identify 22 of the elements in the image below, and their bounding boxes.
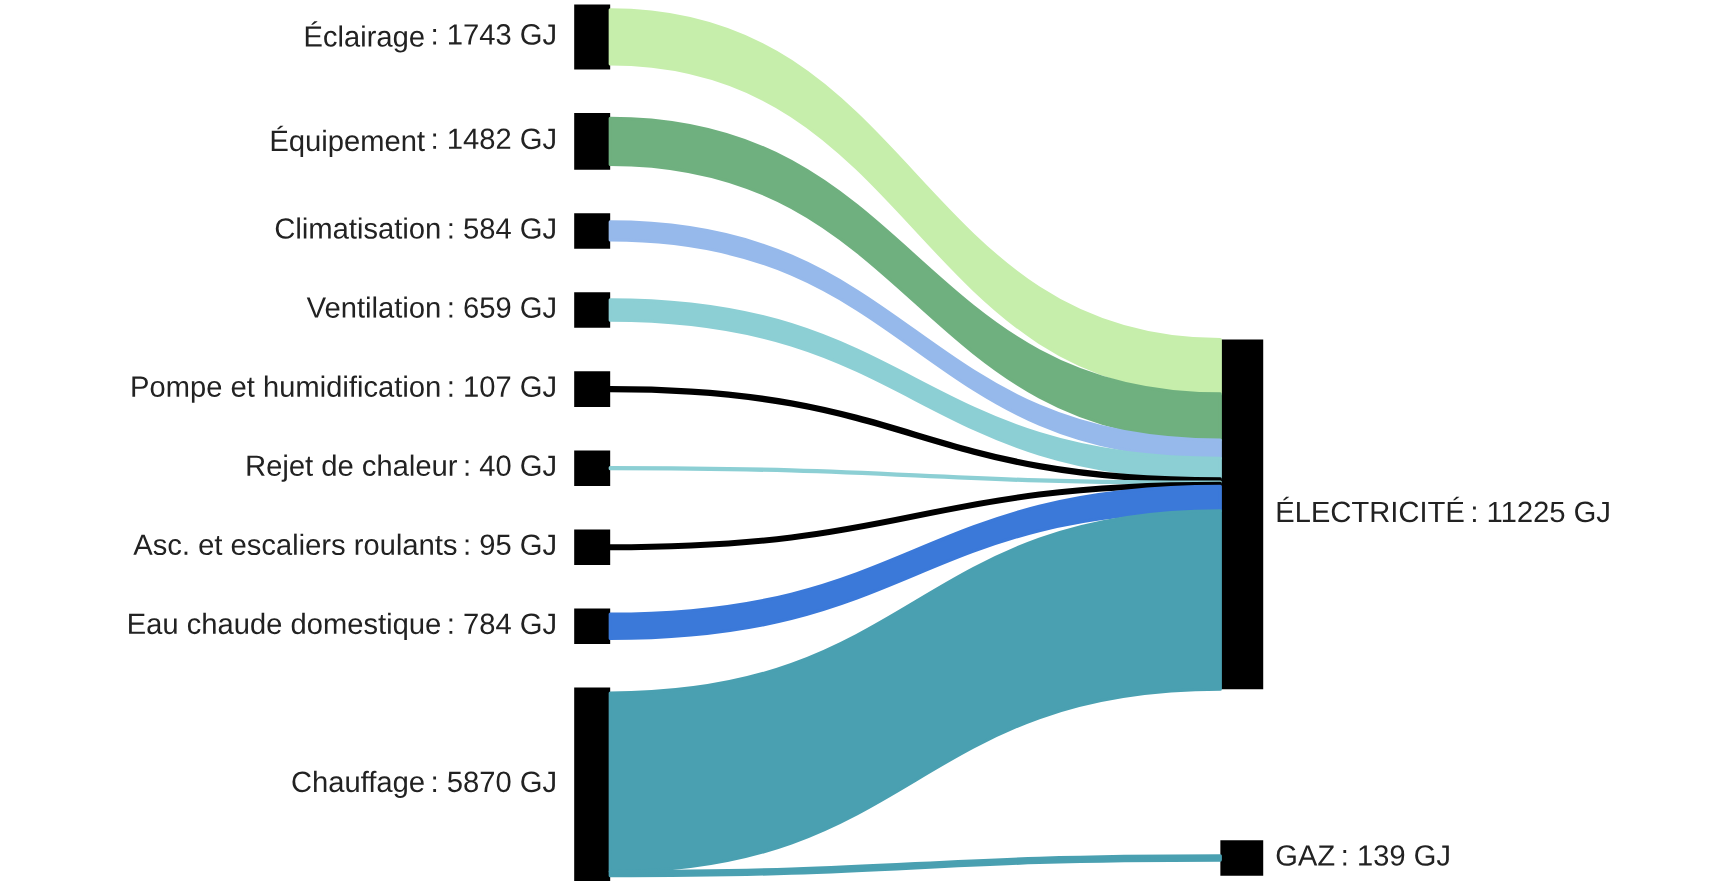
category-label: Asc. et escaliers roulants <box>133 533 457 556</box>
data-label: : 5870 GJ <box>433 771 555 793</box>
category-label: Ventilation <box>306 296 440 318</box>
data-label: : 659 GJ <box>449 297 555 318</box>
category-label: Eau chaude domestique <box>129 612 440 640</box>
data-label: : 11225 GJ <box>1473 501 1609 523</box>
category-label: GAZ <box>1276 845 1335 866</box>
category-label: ÉLECTRICITÉ <box>1277 496 1464 523</box>
data-label: : 107 GJ <box>449 376 555 397</box>
data-label: : 584 GJ <box>449 218 555 239</box>
data-label: : 1743 GJ <box>433 24 555 45</box>
category-label: Climatisation <box>275 217 440 239</box>
data-label: : 40 GJ <box>465 455 555 477</box>
category-label: Rejet de chaleur <box>247 454 458 482</box>
category-label: Éclairage <box>305 21 424 53</box>
category-label: Chauffage <box>292 770 424 798</box>
data-label: : 1482 GJ <box>433 128 555 150</box>
data-label: : 95 GJ <box>465 534 555 556</box>
category-label: Équipement <box>271 125 425 157</box>
data-label: : 139 GJ <box>1343 845 1449 866</box>
category-label: Pompe et humidification <box>132 375 440 403</box>
data-label: : 784 GJ <box>449 613 555 635</box>
